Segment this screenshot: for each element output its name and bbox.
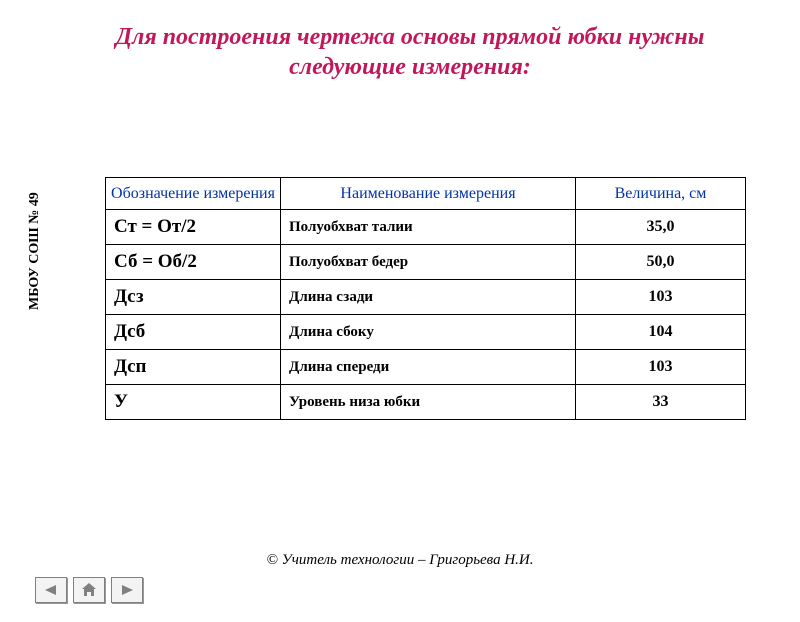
cell-name: Уровень низа юбки — [281, 385, 576, 420]
cell-value: 103 — [576, 350, 746, 385]
table-row: УУровень низа юбки33 — [106, 385, 746, 420]
cell-name: Длина сбоку — [281, 315, 576, 350]
footer-credit: © Учитель технологии – Григорьева Н.И. — [0, 552, 800, 569]
side-school-label: МБОУ СОШ № 49 — [27, 192, 43, 310]
table-row: Сб = Об/2Полуобхват бедер50,0 — [106, 245, 746, 280]
cell-symbol: Дсб — [106, 315, 281, 350]
table-row: Ст = От/2Полуобхват талии35,0 — [106, 210, 746, 245]
col-header-name: Наименование измерения — [281, 178, 576, 210]
cell-symbol: Ст = От/2 — [106, 210, 281, 245]
arrow-right-icon — [118, 583, 136, 597]
cell-symbol: Сб = Об/2 — [106, 245, 281, 280]
nav-bar — [35, 577, 143, 603]
col-header-symbol: Обозначение измерения — [106, 178, 281, 210]
cell-name: Длина сзади — [281, 280, 576, 315]
table-row: ДсзДлина сзади103 — [106, 280, 746, 315]
cell-name: Полуобхват талии — [281, 210, 576, 245]
table-row: ДсбДлина сбоку104 — [106, 315, 746, 350]
cell-symbol: У — [106, 385, 281, 420]
table-row: ДспДлина спереди103 — [106, 350, 746, 385]
arrow-left-icon — [42, 583, 60, 597]
cell-symbol: Дсз — [106, 280, 281, 315]
cell-value: 104 — [576, 315, 746, 350]
cell-value: 33 — [576, 385, 746, 420]
cell-value: 35,0 — [576, 210, 746, 245]
cell-value: 50,0 — [576, 245, 746, 280]
page-title: Для построения чертежа основы прямой юбк… — [80, 22, 740, 82]
measurements-table: Обозначение измерения Наименование измер… — [105, 177, 745, 420]
cell-value: 103 — [576, 280, 746, 315]
cell-symbol: Дсп — [106, 350, 281, 385]
cell-name: Полуобхват бедер — [281, 245, 576, 280]
prev-button[interactable] — [35, 577, 67, 603]
home-icon — [80, 582, 98, 598]
next-button[interactable] — [111, 577, 143, 603]
home-button[interactable] — [73, 577, 105, 603]
cell-name: Длина спереди — [281, 350, 576, 385]
col-header-value: Величина, см — [576, 178, 746, 210]
